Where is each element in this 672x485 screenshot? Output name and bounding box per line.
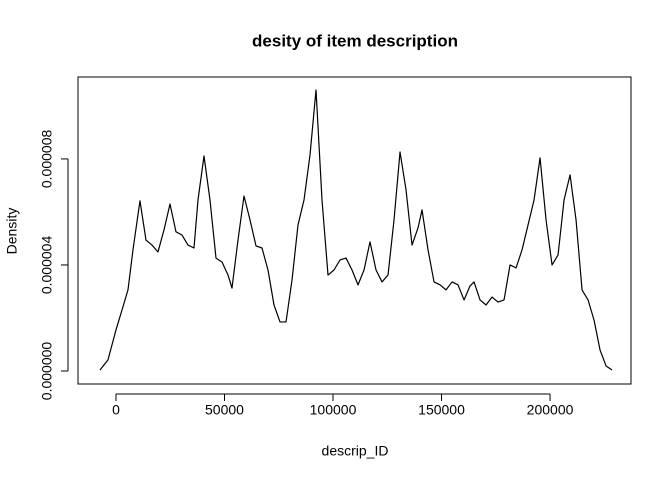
x-tick-label: 200000 <box>527 402 574 418</box>
y-axis-label: Density <box>4 208 20 255</box>
x-tick-label: 50000 <box>205 402 244 418</box>
density-line <box>99 89 613 371</box>
y-tick-label: 0.000004 <box>39 236 55 295</box>
x-tick-label: 100000 <box>310 402 357 418</box>
x-tick-label: 150000 <box>418 402 465 418</box>
x-axis-label: descrip_ID <box>322 443 389 459</box>
y-tick-label: 0.000000 <box>39 342 55 401</box>
plot-frame <box>77 76 632 385</box>
y-tick-label: 0.000008 <box>39 130 55 189</box>
x-tick-label: 0 <box>112 402 120 418</box>
chart-title: desity of item description <box>252 31 458 50</box>
